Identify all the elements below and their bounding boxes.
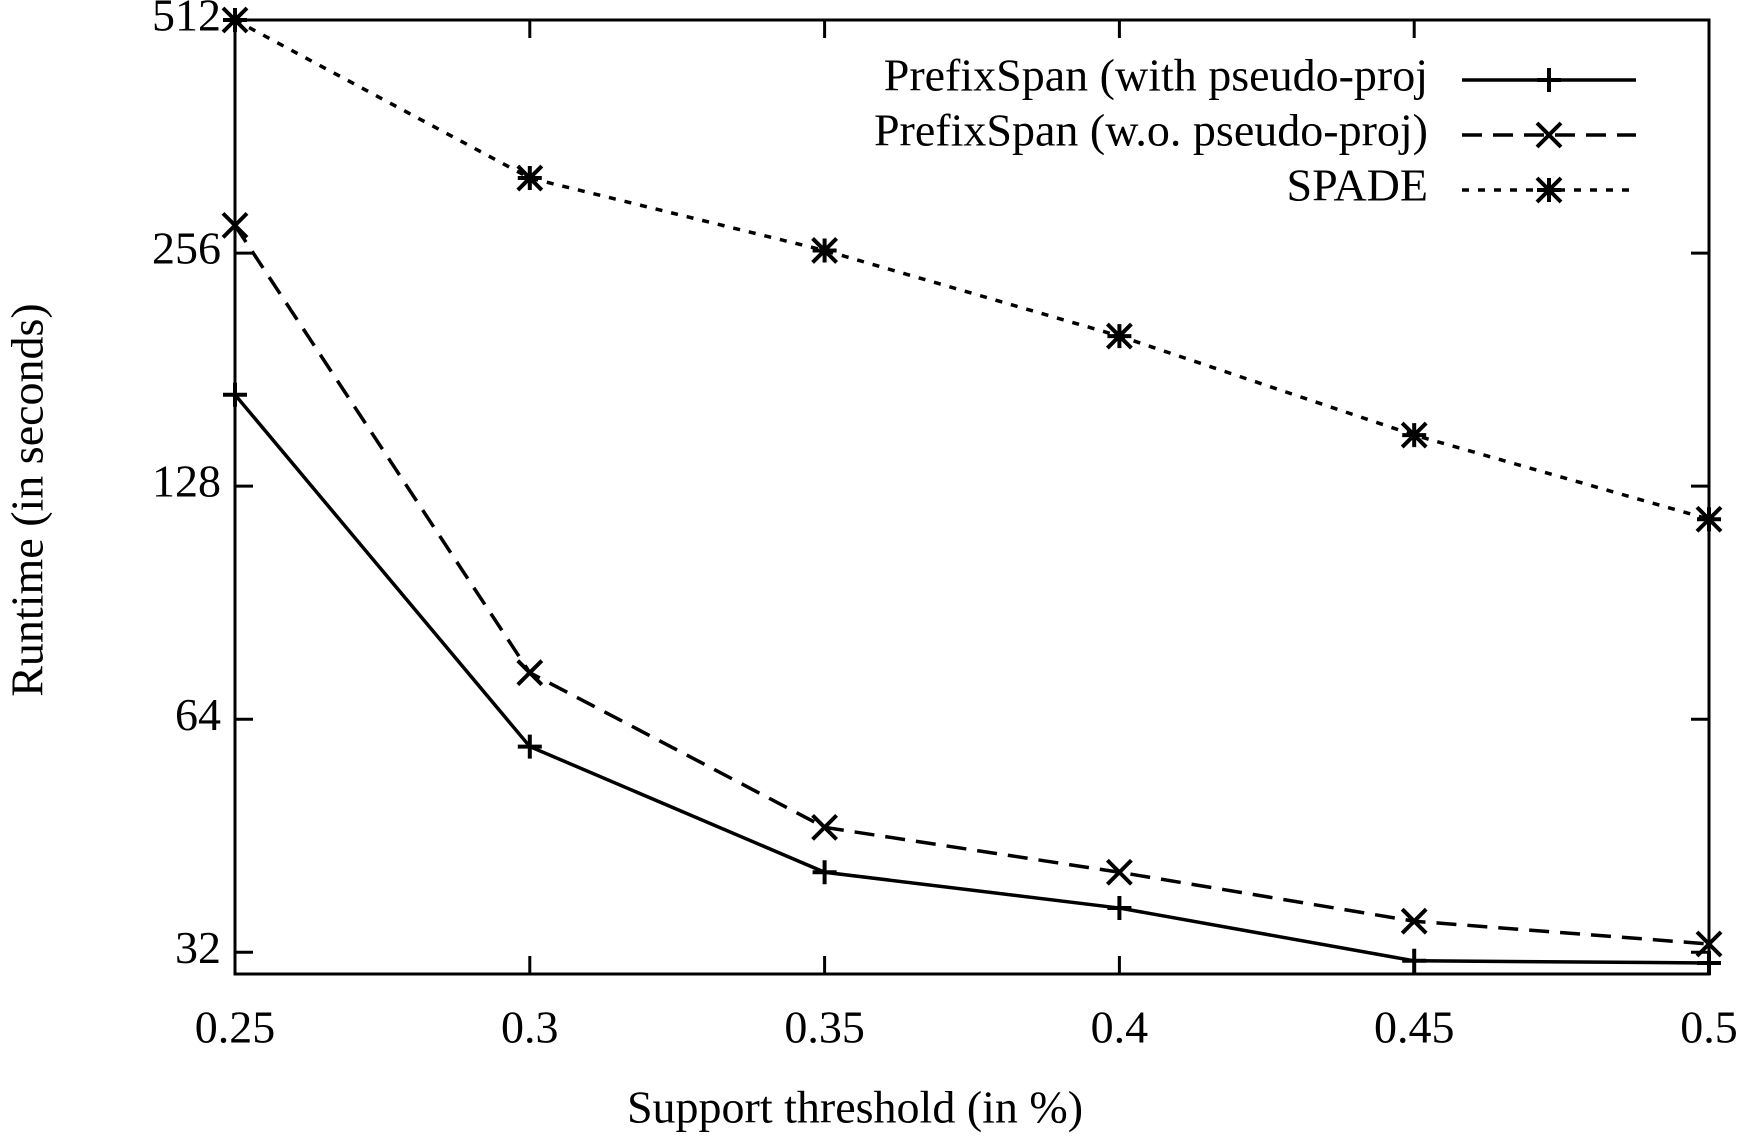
data-point — [1697, 950, 1721, 975]
data-point — [516, 164, 544, 192]
data-point — [812, 860, 837, 885]
data-point — [811, 813, 839, 841]
y-tick-label: 128 — [152, 456, 221, 507]
legend-marker — [1535, 121, 1563, 149]
x-tick-label: 0.3 — [501, 1002, 559, 1053]
x-tick-label: 0.4 — [1091, 1002, 1149, 1053]
data-point — [1400, 907, 1428, 935]
data-point — [1400, 421, 1428, 449]
series-line — [233, 393, 1710, 965]
y-axis-label: Runtime (in seconds) — [2, 303, 53, 697]
series-line — [234, 18, 1710, 521]
data-point — [516, 659, 544, 687]
data-point — [811, 237, 839, 264]
legend-label: PrefixSpan (with pseudo-proj — [884, 50, 1428, 101]
data-point — [517, 734, 542, 759]
data-point — [1695, 930, 1723, 958]
data-point — [223, 382, 247, 407]
data-point — [1402, 948, 1427, 973]
x-tick-label: 0.25 — [195, 1002, 276, 1053]
y-tick-label: 32 — [175, 922, 221, 973]
x-axis-label: Support threshold (in %) — [627, 1082, 1083, 1133]
data-point — [221, 6, 249, 34]
x-tick-label: 0.5 — [1680, 1002, 1738, 1053]
legend-label: PrefixSpan (w.o. pseudo-proj) — [874, 105, 1428, 156]
series-line — [233, 224, 1710, 946]
data-point — [221, 211, 249, 239]
data-point — [1107, 896, 1132, 921]
y-tick-label: 64 — [175, 689, 221, 740]
legend-marker — [1535, 176, 1563, 204]
y-tick-label: 256 — [152, 223, 221, 274]
legend-marker — [1537, 68, 1561, 92]
x-tick-label: 0.45 — [1374, 1002, 1455, 1053]
plot-frame — [233, 18, 1711, 976]
data-point — [1695, 505, 1723, 533]
legend-label: SPADE — [1287, 160, 1428, 211]
x-tick-label: 0.35 — [784, 1002, 865, 1053]
y-tick-label: 512 — [152, 0, 221, 41]
data-point — [1105, 322, 1133, 350]
data-point — [1105, 858, 1133, 886]
